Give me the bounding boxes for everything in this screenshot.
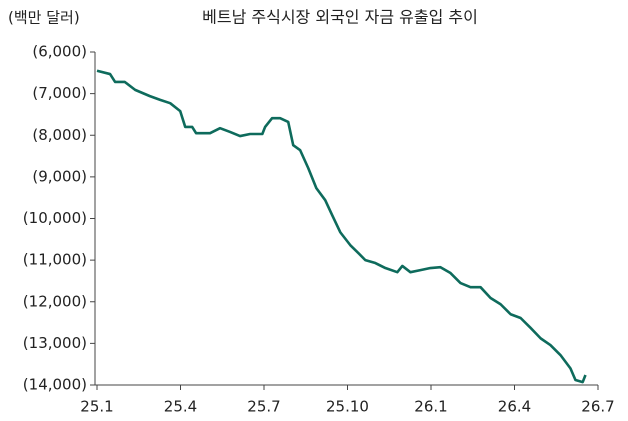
x-tick-label: 25.7 — [247, 398, 280, 416]
x-tick-label: 26.4 — [498, 398, 531, 416]
y-axis-label: (백만 달러) — [8, 9, 80, 27]
x-tick-label: 25.4 — [164, 398, 197, 416]
y-tick-label: (14,000) — [23, 376, 87, 394]
y-tick-label: (13,000) — [23, 334, 87, 352]
y-tick-label: (11,000) — [23, 251, 87, 269]
x-tick-label: 25.10 — [326, 398, 369, 416]
y-tick-label: (10,000) — [23, 209, 87, 227]
y-tick-label: (6,000) — [32, 43, 87, 61]
y-tick-label: (7,000) — [32, 84, 87, 102]
y-tick-label: (9,000) — [32, 167, 87, 185]
y-tick-label: (12,000) — [23, 292, 87, 310]
y-tick-label: (8,000) — [32, 126, 87, 144]
chart-title: 베트남 주식시장 외국인 자금 유출입 추이 — [202, 8, 478, 27]
x-tick-label: 25.1 — [80, 398, 113, 416]
data-line — [96, 69, 587, 384]
x-tick-label: 26.7 — [581, 398, 614, 416]
x-tick-label: 26.1 — [414, 398, 447, 416]
